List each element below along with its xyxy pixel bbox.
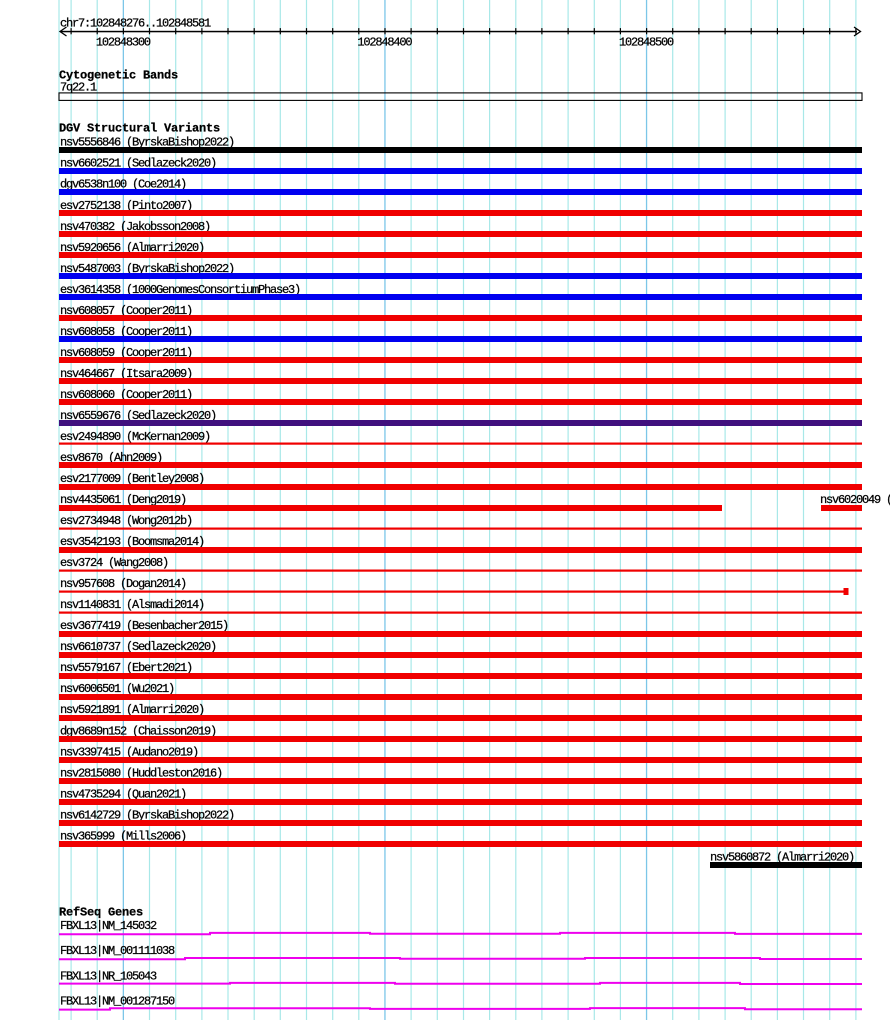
svg-text:RefSeq Genes: RefSeq Genes xyxy=(59,905,143,919)
svg-text:esv3724 (Wang2008): esv3724 (Wang2008) xyxy=(60,556,168,570)
svg-text:FBXL13|NM_145032: FBXL13|NM_145032 xyxy=(60,919,157,933)
svg-text:esv3677419 (Besenbacher2015): esv3677419 (Besenbacher2015) xyxy=(60,619,228,633)
svg-text:FBXL13|NM_001287150: FBXL13|NM_001287150 xyxy=(60,994,175,1008)
svg-text:nsv957608 (Dogan2014): nsv957608 (Dogan2014) xyxy=(60,577,186,591)
svg-text:nsv2815080 (Huddleston2016): nsv2815080 (Huddleston2016) xyxy=(60,766,222,780)
svg-text:dgv6538n100 (Coe2014): dgv6538n100 (Coe2014) xyxy=(60,178,186,192)
svg-text:102848500: 102848500 xyxy=(619,36,674,50)
svg-text:chr7:102848276..102848581: chr7:102848276..102848581 xyxy=(60,16,211,30)
svg-text:nsv608059 (Cooper2011): nsv608059 (Cooper2011) xyxy=(60,346,192,360)
svg-text:nsv5556846 (ByrskaBishop2022): nsv5556846 (ByrskaBishop2022) xyxy=(60,136,234,150)
svg-text:102848300: 102848300 xyxy=(96,36,151,50)
svg-text:nsv5579167 (Ebert2021): nsv5579167 (Ebert2021) xyxy=(60,661,192,675)
svg-text:esv2752138 (Pinto2007): esv2752138 (Pinto2007) xyxy=(60,199,192,213)
svg-text:esv3614358 (1000GenomesConsort: esv3614358 (1000GenomesConsortiumPhase3) xyxy=(60,283,300,297)
svg-text:nsv1140831 (Alsmadi2014): nsv1140831 (Alsmadi2014) xyxy=(60,598,204,612)
svg-text:nsv5920656 (Almarri2020): nsv5920656 (Almarri2020) xyxy=(60,241,204,255)
svg-text:nsv365999 (Mills2006): nsv365999 (Mills2006) xyxy=(60,829,186,843)
svg-text:nsv6559676 (Sedlazeck2020): nsv6559676 (Sedlazeck2020) xyxy=(60,409,216,423)
svg-text:7q22.1: 7q22.1 xyxy=(60,81,97,95)
svg-text:nsv470382 (Jakobsson2008): nsv470382 (Jakobsson2008) xyxy=(60,220,210,234)
svg-text:FBXL13|NM_001111038: FBXL13|NM_001111038 xyxy=(60,944,175,958)
svg-text:esv2734948 (Wong2012b): esv2734948 (Wong2012b) xyxy=(60,514,192,528)
svg-text:nsv608060 (Cooper2011): nsv608060 (Cooper2011) xyxy=(60,388,192,402)
svg-text:nsv6142729 (ByrskaBishop2022): nsv6142729 (ByrskaBishop2022) xyxy=(60,808,234,822)
svg-text:nsv6602521 (Sedlazeck2020): nsv6602521 (Sedlazeck2020) xyxy=(60,157,216,171)
svg-text:nsv608057 (Cooper2011): nsv608057 (Cooper2011) xyxy=(60,304,192,318)
svg-text:DGV Structural Variants: DGV Structural Variants xyxy=(59,121,220,135)
svg-text:nsv6006501 (Wu2021): nsv6006501 (Wu2021) xyxy=(60,682,174,696)
svg-text:nsv608058 (Cooper2011): nsv608058 (Cooper2011) xyxy=(60,325,192,339)
svg-text:nsv5921891 (Almarri2020): nsv5921891 (Almarri2020) xyxy=(60,703,204,717)
svg-text:nsv3397415 (Audano2019): nsv3397415 (Audano2019) xyxy=(60,745,198,759)
svg-text:dgv8689n152 (Chaisson2019): dgv8689n152 (Chaisson2019) xyxy=(60,724,216,738)
svg-text:nsv4435061 (Deng2019): nsv4435061 (Deng2019) xyxy=(60,493,186,507)
svg-text:Cytogenetic Bands: Cytogenetic Bands xyxy=(59,69,178,83)
svg-text:esv3542193 (Boomsma2014): esv3542193 (Boomsma2014) xyxy=(60,535,204,549)
svg-text:nsv5860872 (Almarri2020): nsv5860872 (Almarri2020) xyxy=(710,850,854,864)
svg-text:nsv5487003 (ByrskaBishop2022): nsv5487003 (ByrskaBishop2022) xyxy=(60,262,234,276)
svg-text:nsv6610737 (Sedlazeck2020): nsv6610737 (Sedlazeck2020) xyxy=(60,640,216,654)
svg-text:esv2494890 (McKernan2009): esv2494890 (McKernan2009) xyxy=(60,430,210,444)
svg-text:nsv464667 (Itsara2009): nsv464667 (Itsara2009) xyxy=(60,367,192,381)
svg-text:nsv4735294 (Quan2021): nsv4735294 (Quan2021) xyxy=(60,787,186,801)
svg-text:FBXL13|NR_105043: FBXL13|NR_105043 xyxy=(60,969,157,983)
svg-text:nsv6020049 (Almarri2020): nsv6020049 (Almarri2020) xyxy=(820,493,890,507)
svg-text:102848400: 102848400 xyxy=(357,36,412,50)
svg-text:esv8670 (Ahn2009): esv8670 (Ahn2009) xyxy=(60,451,162,465)
svg-text:esv2177009 (Bentley2008): esv2177009 (Bentley2008) xyxy=(60,472,204,486)
